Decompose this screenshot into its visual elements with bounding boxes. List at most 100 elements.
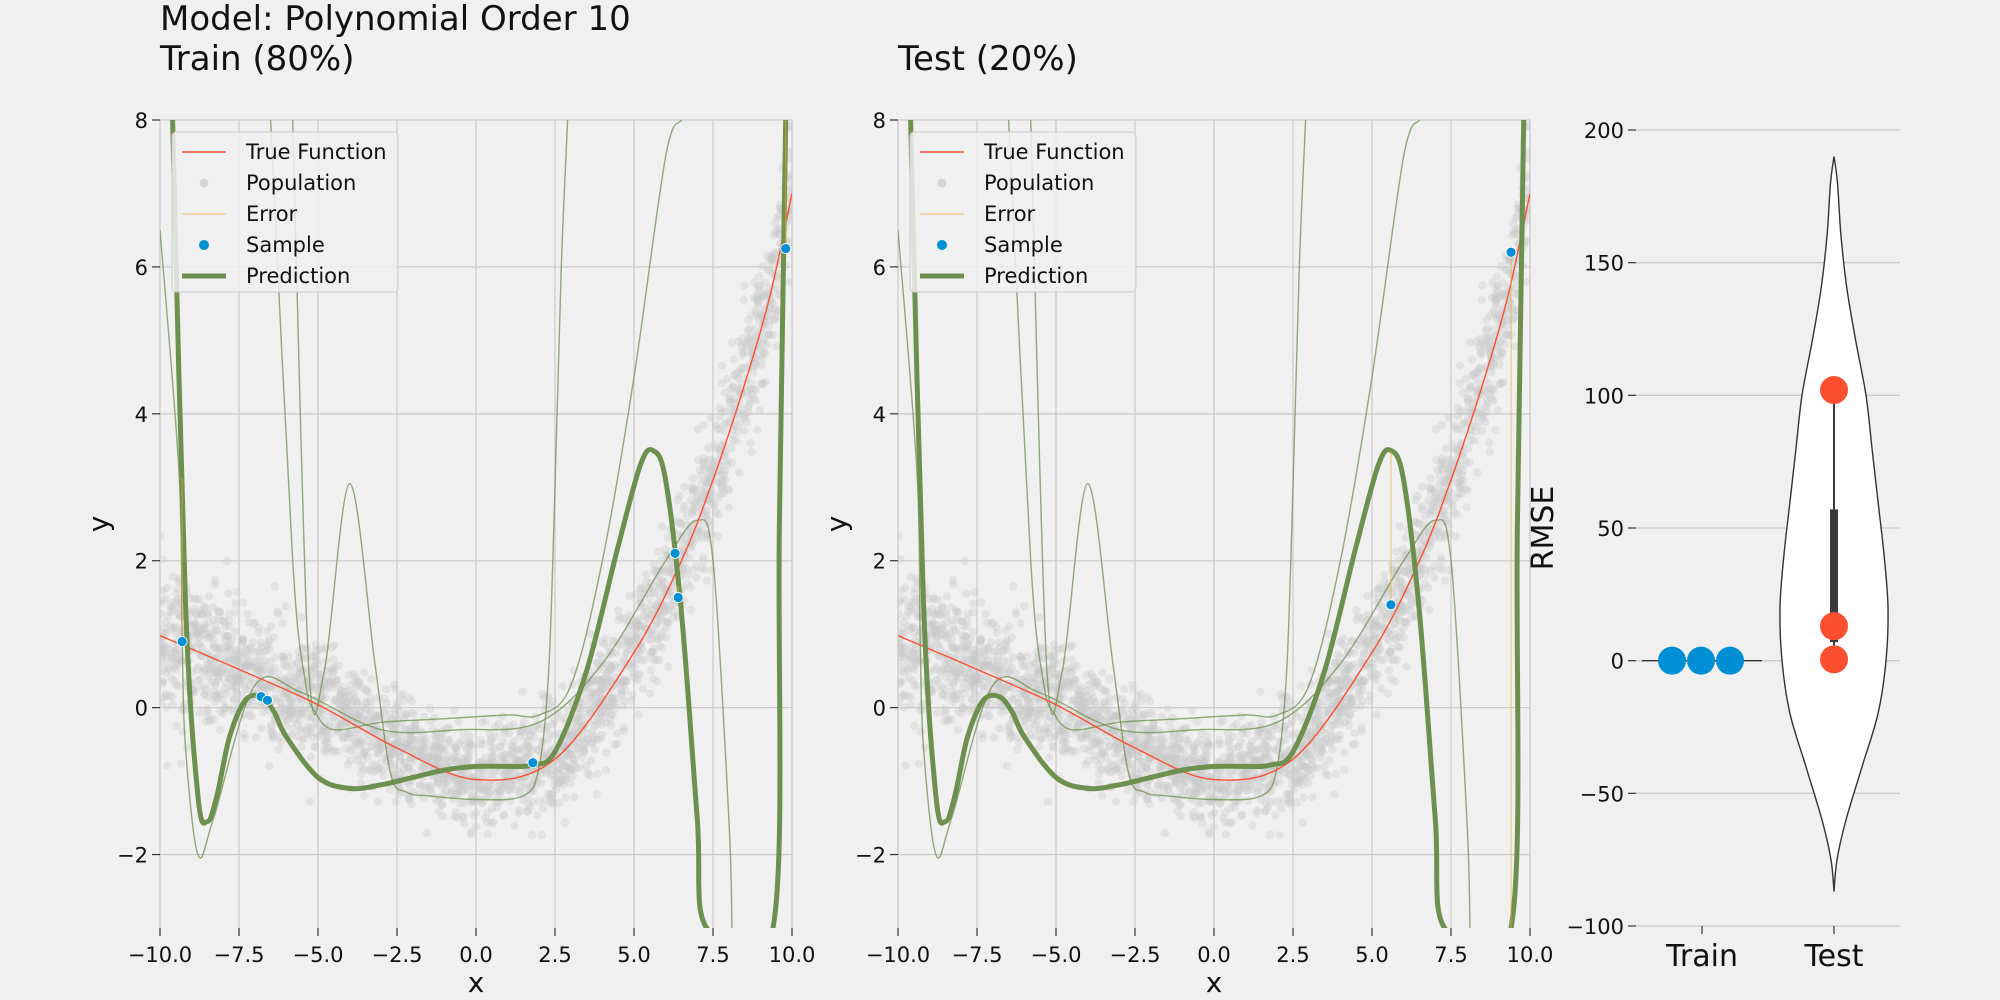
panel0-population-point xyxy=(703,478,712,487)
panel0-population-point xyxy=(495,780,505,790)
panel0-population-point xyxy=(594,713,603,723)
panel0-legend-key-sample xyxy=(199,240,209,250)
panel1-population-point xyxy=(1056,644,1065,654)
panel1-population-point xyxy=(1482,335,1492,344)
panel0-population-point xyxy=(688,505,697,514)
panel0-population-point xyxy=(609,701,618,710)
panel1-population-point xyxy=(1076,732,1086,742)
panel0-population-point xyxy=(169,598,179,607)
panel0-population-point xyxy=(250,618,259,627)
panel0-population-point xyxy=(258,708,268,717)
panel1-population-point xyxy=(1242,752,1251,761)
panel1-population-point xyxy=(958,630,967,640)
panel1-population-point xyxy=(1015,652,1025,661)
panel1-population-point xyxy=(1155,761,1164,770)
panel1-population-point xyxy=(1387,647,1396,656)
panel0-population-point xyxy=(626,696,636,705)
panel0-population-point xyxy=(634,710,643,720)
panel0-population-point xyxy=(336,692,345,701)
panel0-population-point xyxy=(266,658,275,667)
panel0-population-point xyxy=(344,698,353,707)
panel0-population-point xyxy=(680,502,689,511)
panel0-population-point xyxy=(409,756,418,766)
panel1-population-point xyxy=(898,596,904,605)
panel0-population-point xyxy=(318,644,327,654)
panel0-population-point xyxy=(450,751,460,760)
panel1-population-point xyxy=(1330,720,1340,729)
panel1-population-point xyxy=(968,651,978,660)
panel0-population-point xyxy=(695,498,704,507)
panel1-population-point xyxy=(1008,694,1017,703)
panel1-population-point xyxy=(1285,766,1294,775)
panel0-population-point xyxy=(263,626,272,636)
panel1-population-point xyxy=(962,674,971,683)
panel1-population-point xyxy=(910,721,919,730)
panel0-population-point xyxy=(405,735,415,744)
panel0-population-point xyxy=(205,632,215,641)
panel1-population-point xyxy=(1328,745,1337,754)
panel0-population-point xyxy=(578,721,588,730)
panel0-population-point xyxy=(405,744,414,753)
panel1-population-point xyxy=(1340,718,1349,727)
panel0-population-point xyxy=(656,612,665,621)
panel0-population-point xyxy=(213,669,223,678)
panel1-population-point xyxy=(1503,266,1512,275)
panel1-population-point xyxy=(1470,437,1479,446)
panel1-population-point xyxy=(961,646,970,656)
panel0-population-point xyxy=(240,681,249,690)
panel0-population-point xyxy=(544,692,553,702)
panel0-population-point xyxy=(268,730,278,739)
panel1-population-point xyxy=(1485,332,1494,342)
panel1-population-point xyxy=(1316,721,1326,730)
panel0-population-point xyxy=(217,669,226,678)
panel1-population-point xyxy=(1271,745,1280,754)
panel1-population-point xyxy=(1198,741,1207,750)
panel0-population-point xyxy=(356,762,366,771)
panel0-population-point xyxy=(309,686,318,695)
panel1-population-point xyxy=(1357,614,1367,623)
panel0-population-point xyxy=(646,609,655,619)
panel0-population-point xyxy=(544,789,553,799)
panel1-population-point xyxy=(1452,510,1461,519)
panel1-population-point xyxy=(1440,531,1449,540)
panel0-population-point xyxy=(286,711,295,720)
panel1-population-point xyxy=(1025,660,1034,669)
panel1-population-point xyxy=(1074,721,1083,731)
panel0-population-point xyxy=(667,601,677,610)
panel0-population-point xyxy=(168,692,177,702)
panel1-population-point xyxy=(965,668,974,678)
panel0-population-point xyxy=(394,790,403,799)
panel1-population-point xyxy=(1335,695,1345,704)
panel1-population-point xyxy=(1356,701,1366,711)
panel0-population-point xyxy=(317,727,327,736)
panel0-population-point xyxy=(194,633,204,642)
panel0-population-point xyxy=(607,698,617,707)
panel0-population-point xyxy=(308,652,317,662)
panel0-population-point xyxy=(554,712,563,721)
panel1-population-point xyxy=(1175,743,1184,753)
panel1-x-tick-label: −5.0 xyxy=(1031,943,1082,967)
panel0-population-point xyxy=(237,674,247,683)
panel1-population-point xyxy=(1360,677,1369,686)
panel0-population-point xyxy=(574,738,583,748)
panel1-population-point xyxy=(899,689,909,699)
panel0-population-point xyxy=(270,582,280,591)
panel0-population-point xyxy=(744,335,754,344)
panel1-population-point xyxy=(1426,488,1435,498)
panel0-population-point xyxy=(625,638,634,647)
panel0-population-point xyxy=(588,738,597,748)
panel0-population-point xyxy=(592,658,602,668)
panel1-population-point xyxy=(1239,769,1248,779)
panel0-population-point xyxy=(246,660,255,669)
panel1-population-point xyxy=(1457,489,1466,498)
panel1-population-point xyxy=(1008,652,1018,662)
panel0-population-point xyxy=(467,741,477,750)
panel0-population-point xyxy=(747,332,756,342)
panel1-population-point xyxy=(1492,272,1502,281)
panel1-population-point xyxy=(1205,793,1214,803)
panel0-population-point xyxy=(233,651,243,660)
panel0-population-point xyxy=(432,740,441,749)
panel1-population-point xyxy=(976,635,985,644)
panel0-population-point xyxy=(713,424,723,433)
panel1-population-point xyxy=(1323,707,1332,716)
